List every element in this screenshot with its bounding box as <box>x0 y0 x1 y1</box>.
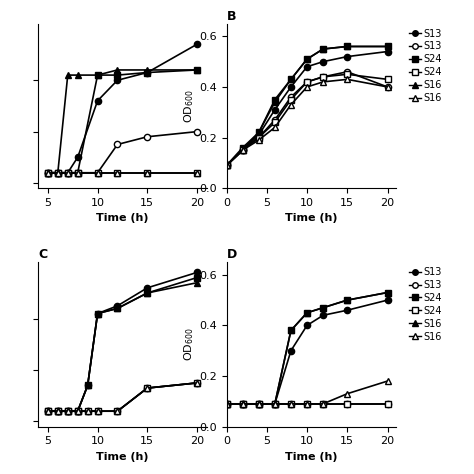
X-axis label: Time (h): Time (h) <box>96 213 149 223</box>
Y-axis label: OD$_{600}$: OD$_{600}$ <box>182 89 196 123</box>
Legend: S13, S13, S24, S24, S16, S16: S13, S13, S24, S24, S16, S16 <box>409 267 442 342</box>
Text: D: D <box>227 248 237 261</box>
Legend: S13, S13, S24, S24, S16, S16: S13, S13, S24, S24, S16, S16 <box>409 28 442 103</box>
X-axis label: Time (h): Time (h) <box>285 213 337 223</box>
Text: B: B <box>227 9 236 23</box>
Y-axis label: OD$_{600}$: OD$_{600}$ <box>182 328 196 361</box>
X-axis label: Time (h): Time (h) <box>285 452 337 462</box>
Text: C: C <box>38 248 47 261</box>
X-axis label: Time (h): Time (h) <box>96 452 149 462</box>
